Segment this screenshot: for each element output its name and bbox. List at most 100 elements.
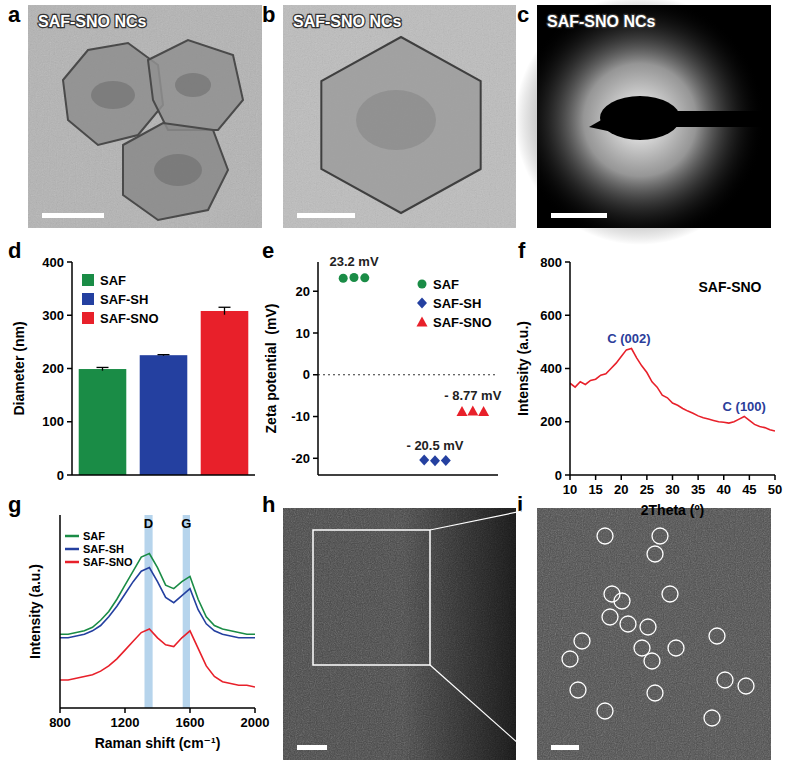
point [441,455,451,466]
figure: SAF-SNO NCsaSAF-SNO NCsbSAF-SNO NCschid0… [0,0,800,765]
atom-circle [562,651,578,667]
y-tick-label: 300 [42,308,64,323]
reference-line [318,374,498,375]
legend-swatch [65,561,79,564]
legend-marker [417,298,427,309]
x-tick-label: 10 [563,482,577,497]
x-tick [189,708,191,713]
particle-core [356,90,436,150]
point [430,455,440,466]
y-tick [67,315,72,317]
y-axis [317,262,319,475]
panel-letter: f [518,238,526,263]
x-tick [124,708,126,713]
y-tick [565,368,570,370]
scale-bar [42,213,104,218]
atom-circle [717,672,733,688]
xrd-line [570,349,775,432]
legend-label: SAF-SNO [100,311,159,326]
legend-swatch [82,293,94,305]
x-tick-label: 45 [742,482,756,497]
image-noise [28,5,262,228]
y-tick [67,261,72,263]
y-tick-label: 400 [42,255,64,270]
particle-core [175,73,211,97]
y-tick [313,374,318,376]
error-bar [97,367,109,370]
y-tick-label: 100 [42,414,64,429]
point-label: - 20.5 mV [406,438,463,453]
point [467,406,478,416]
curve [570,349,775,432]
y-tick-label: 0 [303,367,310,382]
point-label: 23.2 mV [329,254,378,269]
band-label: G [181,516,191,531]
x-axis [72,474,255,476]
x-tick [595,475,597,480]
bar [79,369,127,475]
legend-swatch [65,548,79,551]
error-cap [158,354,170,355]
panel-letter: g [8,492,21,517]
point [419,454,429,465]
atom-circle [644,653,660,669]
x-tick [774,475,776,480]
x-tick [569,475,571,480]
legend-label: SAF-SNO [83,556,133,568]
x-tick-label: 2000 [241,715,270,730]
legend-label: SAF-SH [100,292,148,307]
image-ground [283,5,516,228]
y-tick [565,421,570,423]
image-noise [283,5,516,228]
band-label: D [144,516,153,531]
y-axis [59,515,61,708]
points [339,273,489,466]
atom-circle [597,528,613,544]
diffraction-image-c: SAF-SNO NCs [515,0,771,245]
raman-line [60,568,255,638]
y-tick [67,474,72,476]
legend-swatch [82,312,94,324]
panel-letter: b [262,2,275,27]
image-ground [537,508,771,760]
y-tick-label: 0 [57,468,64,483]
scale-bar [551,745,579,750]
scale-bar [297,213,355,218]
atom-circle [614,593,630,609]
band [145,515,153,708]
panel-letter: i [517,492,523,517]
panel-letter: a [8,2,21,27]
x-tick-label: 15 [588,482,602,497]
error-bar [158,355,170,356]
atom-circle [574,633,590,649]
atom-circle [668,640,684,656]
atom-circle [647,685,663,701]
stem-image-h [283,508,516,760]
x-tick-label: 35 [691,482,705,497]
atom-circle [620,616,636,632]
atom-circle [652,528,668,544]
legend-swatch [65,535,79,538]
legend-label: SAF [83,530,105,542]
bar [140,355,188,475]
error-stem [224,307,225,314]
y-tick [313,332,318,334]
peak-label: C (002) [607,331,650,346]
y-tick-label: 400 [540,361,562,376]
image-label: SAF-SNO NCs [38,13,147,30]
zoom-line [430,508,537,530]
y-tick [313,458,318,460]
x-tick [254,708,256,713]
particle [321,37,480,213]
y-tick [565,315,570,317]
atom-circle [602,609,618,625]
band [183,515,190,708]
tem-image-b: SAF-SNO NCs [283,5,516,228]
particle [63,43,163,145]
x-tick [646,475,648,480]
point [457,406,468,416]
x-tick [749,475,751,480]
y-tick-label: 10 [296,326,310,341]
y-axis-title: Diameter (nm) [11,321,27,415]
atom-circle [640,619,656,635]
